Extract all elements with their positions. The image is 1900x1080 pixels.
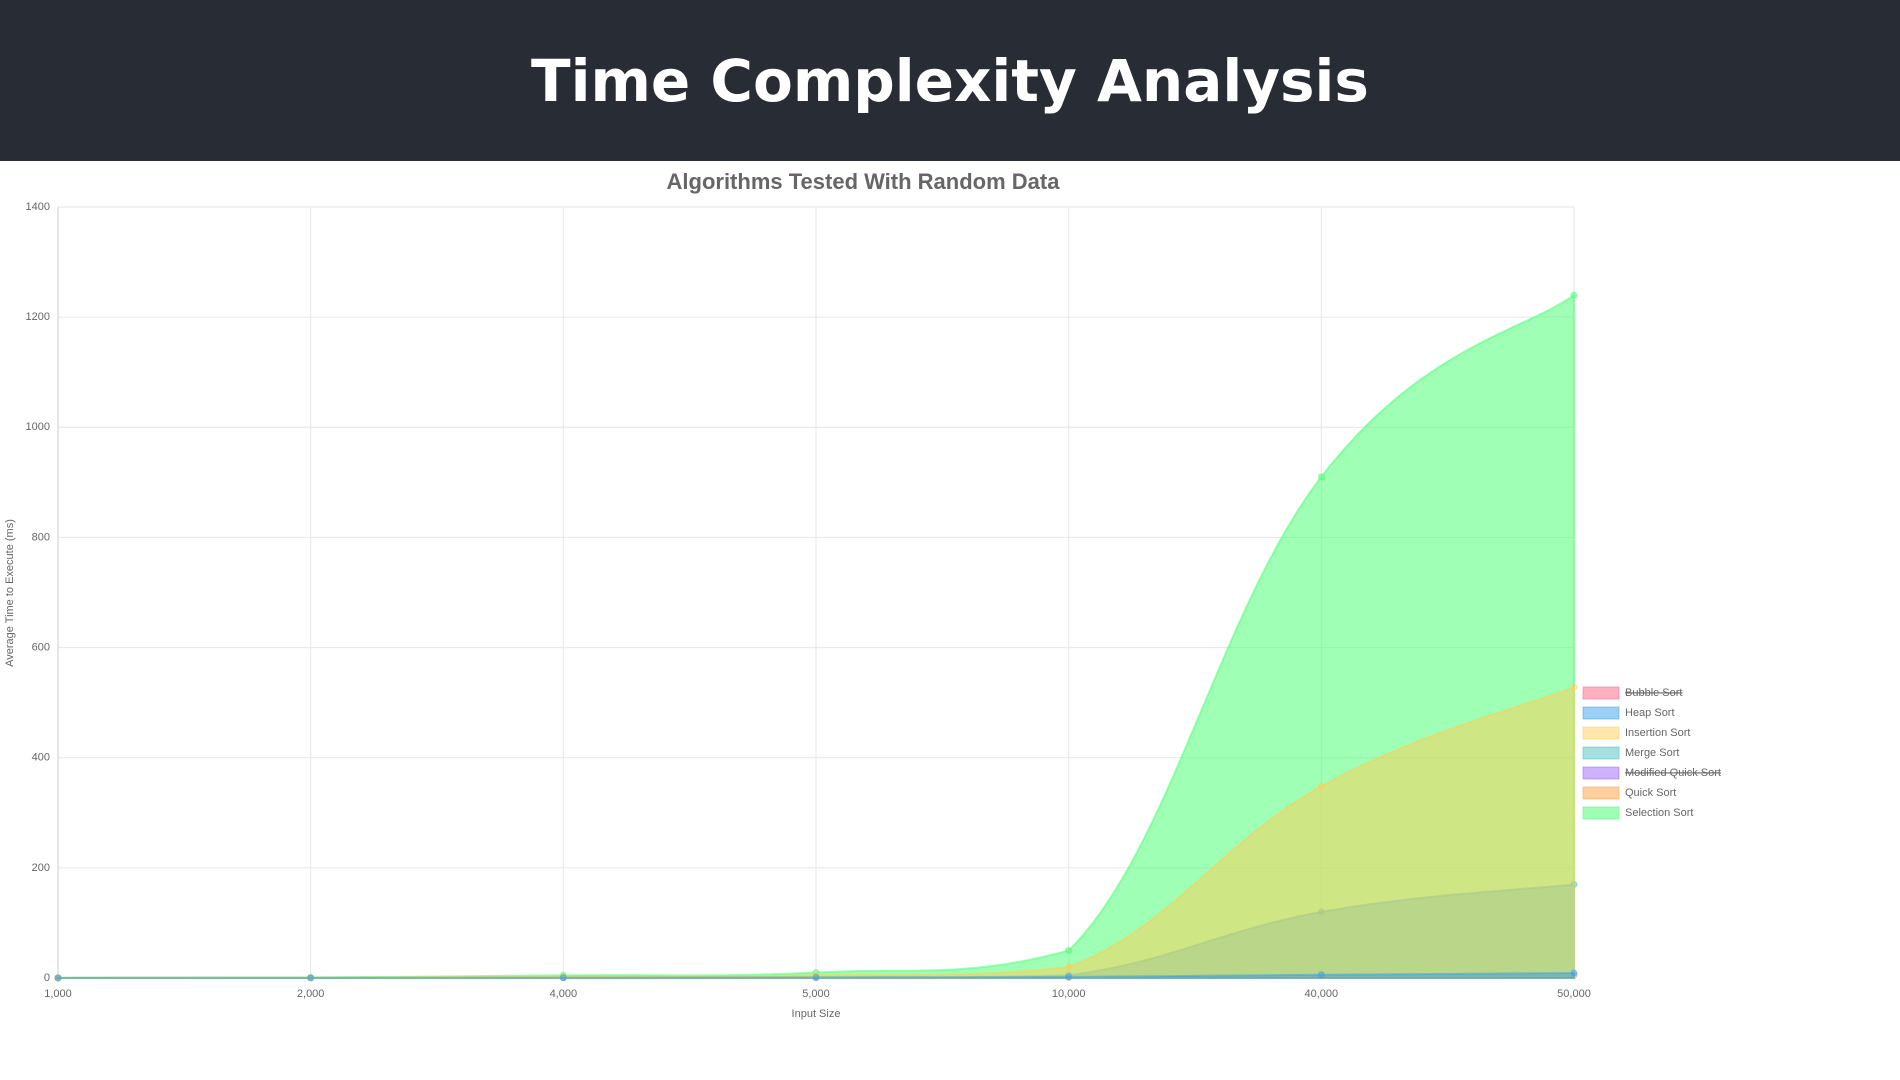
x-tick-label: 2,000 <box>297 988 325 1000</box>
point <box>307 974 315 982</box>
legend-label: Selection Sort <box>1625 807 1693 819</box>
legend-label: Merge Sort <box>1625 747 1679 759</box>
y-tick-label: 600 <box>32 641 50 653</box>
x-tick-label: 5,000 <box>802 988 830 1000</box>
point <box>1317 473 1325 481</box>
legend-swatch <box>1582 726 1620 740</box>
x-tick-label: 40,000 <box>1305 988 1339 1000</box>
point <box>54 974 62 982</box>
legend-label: Bubble Sort <box>1625 687 1682 699</box>
y-tick-label: 400 <box>32 752 50 764</box>
y-tick-label: 0 <box>44 972 50 984</box>
legend-label: Modified Quick Sort <box>1625 767 1721 779</box>
chart-title: Algorithms Tested With Random Data <box>667 169 1061 194</box>
x-tick-label: 1,000 <box>44 988 72 1000</box>
legend-swatch <box>1582 706 1620 720</box>
point <box>812 973 820 981</box>
point <box>559 974 567 982</box>
y-tick-label: 200 <box>32 862 50 874</box>
legend-swatch <box>1582 786 1620 800</box>
legend-label: Quick Sort <box>1625 787 1676 799</box>
point <box>1570 683 1578 691</box>
chart: Algorithms Tested With Random Data Input… <box>4 169 1721 1020</box>
legend-swatch <box>1582 686 1620 700</box>
point <box>1317 782 1325 790</box>
x-axis-label: Input Size <box>792 1008 841 1020</box>
y-axis-label: Average Time to Execute (ms) <box>4 519 16 667</box>
point <box>1065 973 1073 981</box>
point <box>1065 963 1073 971</box>
legend-swatch <box>1582 746 1620 760</box>
point <box>1570 291 1578 299</box>
y-tick-label: 1000 <box>26 421 50 433</box>
header: Time Complexity Analysis <box>0 0 1900 161</box>
legend-label: Insertion Sort <box>1625 727 1690 739</box>
point <box>1317 971 1325 979</box>
x-tick-label: 50,000 <box>1557 988 1591 1000</box>
point <box>1065 946 1073 954</box>
y-tick-label: 1200 <box>26 311 50 323</box>
point <box>1570 969 1578 977</box>
legend-swatch <box>1582 806 1620 820</box>
y-tick-label: 1400 <box>26 201 50 213</box>
x-tick-label: 4,000 <box>550 988 578 1000</box>
page-title: Time Complexity Analysis <box>531 46 1369 115</box>
legend-label: Heap Sort <box>1625 707 1675 719</box>
x-tick-label: 10,000 <box>1052 988 1086 1000</box>
legend-swatch <box>1582 766 1620 780</box>
y-tick-label: 800 <box>32 531 50 543</box>
